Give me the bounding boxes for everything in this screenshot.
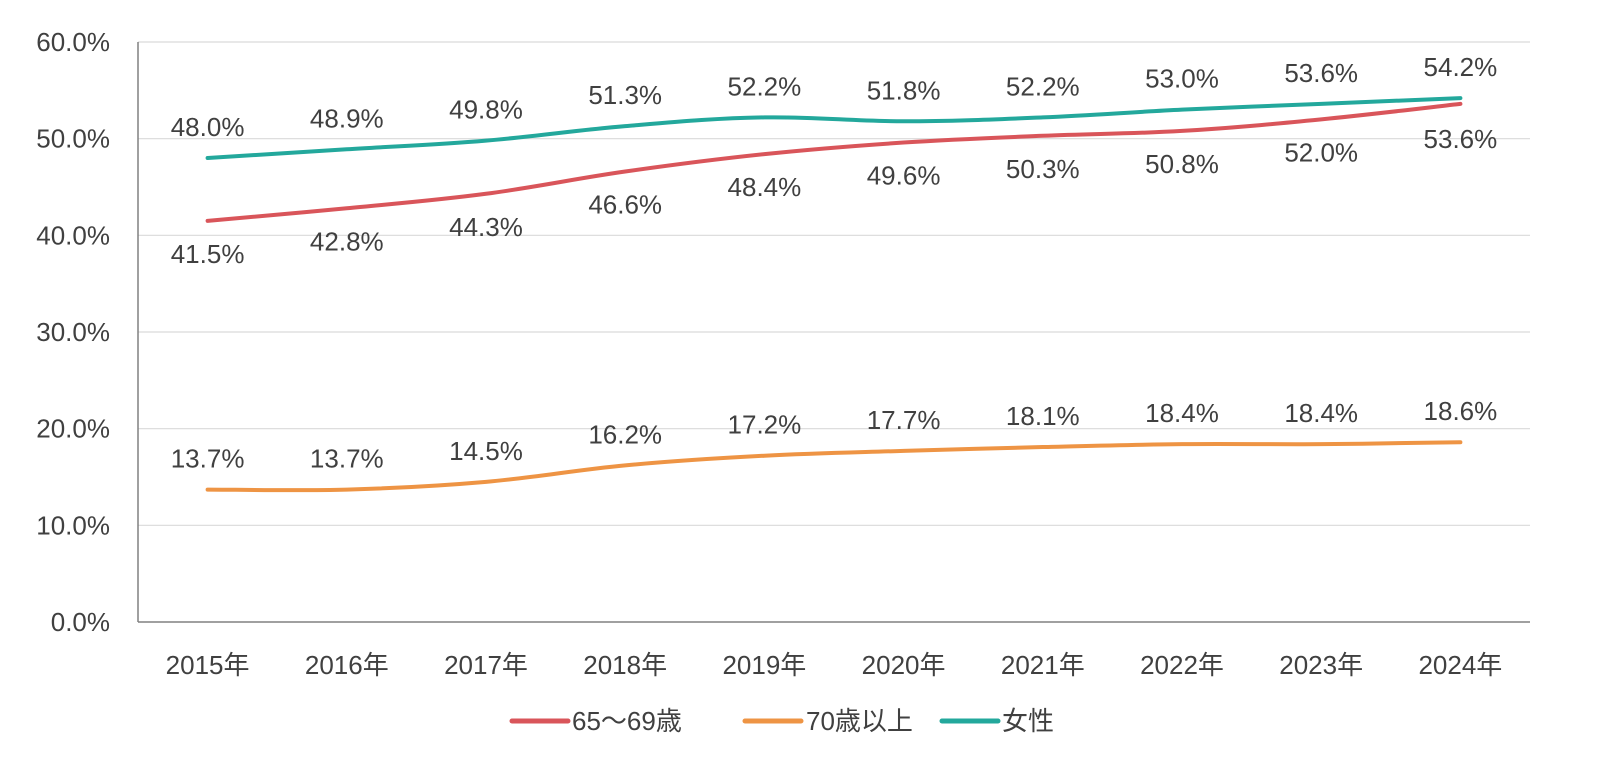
data-label-2-8: 53.6% xyxy=(1284,58,1358,88)
data-label-2-2: 49.8% xyxy=(449,95,523,125)
data-label-1-0: 13.7% xyxy=(171,444,245,474)
y-tick-label: 60.0% xyxy=(36,27,110,57)
data-label-1-9: 18.6% xyxy=(1424,396,1498,426)
data-label-1-1: 13.7% xyxy=(310,444,384,474)
x-tick-label: 2021年 xyxy=(1001,650,1085,680)
series-line-2 xyxy=(205,96,1463,160)
data-label-0-8: 52.0% xyxy=(1284,137,1358,167)
series-lines xyxy=(205,96,1463,493)
data-label-1-8: 18.4% xyxy=(1284,398,1358,428)
data-label-1-2: 14.5% xyxy=(449,436,523,466)
data-label-1-7: 18.4% xyxy=(1145,398,1219,428)
x-tick-label: 2020年 xyxy=(862,650,946,680)
data-label-0-6: 50.3% xyxy=(1006,154,1080,184)
data-label-2-1: 48.9% xyxy=(310,103,384,133)
data-label-1-5: 17.7% xyxy=(867,405,941,435)
data-label-1-6: 18.1% xyxy=(1006,401,1080,431)
data-label-0-7: 50.8% xyxy=(1145,149,1219,179)
data-label-1-3: 16.2% xyxy=(588,419,662,449)
series-line-0 xyxy=(205,101,1463,223)
data-label-0-9: 53.6% xyxy=(1424,124,1498,154)
y-tick-label: 50.0% xyxy=(36,124,110,154)
data-label-1-4: 17.2% xyxy=(728,410,802,440)
x-tick-label: 2015年 xyxy=(166,650,250,680)
x-tick-label: 2019年 xyxy=(722,650,806,680)
data-label-0-1: 42.8% xyxy=(310,226,384,256)
data-label-2-6: 52.2% xyxy=(1006,71,1080,101)
data-label-0-3: 46.6% xyxy=(588,190,662,220)
legend-label-1: 70歳以上 xyxy=(806,706,913,736)
data-label-0-5: 49.6% xyxy=(867,161,941,191)
x-tick-label: 2023年 xyxy=(1279,650,1363,680)
data-label-2-7: 53.0% xyxy=(1145,64,1219,94)
legend-label-2: 女性 xyxy=(1002,706,1054,736)
y-tick-label: 0.0% xyxy=(51,607,110,637)
data-label-0-4: 48.4% xyxy=(728,172,802,202)
series-line-1 xyxy=(205,440,1463,493)
data-label-0-2: 44.3% xyxy=(449,212,523,242)
x-tick-label: 2018年 xyxy=(583,650,667,680)
data-label-2-9: 54.2% xyxy=(1424,52,1498,82)
y-tick-label: 40.0% xyxy=(36,220,110,250)
y-tick-label: 20.0% xyxy=(36,414,110,444)
data-label-2-3: 51.3% xyxy=(588,80,662,110)
data-label-2-4: 52.2% xyxy=(728,71,802,101)
x-tick-label: 2022年 xyxy=(1140,650,1224,680)
data-label-2-5: 51.8% xyxy=(867,75,941,105)
gridlines xyxy=(138,41,1530,526)
x-tick-label: 2016年 xyxy=(305,650,389,680)
legend-label-0: 65〜69歳 xyxy=(572,706,682,736)
x-tick-label: 2017年 xyxy=(444,650,528,680)
data-label-0-0: 41.5% xyxy=(171,239,245,269)
y-tick-label: 30.0% xyxy=(36,317,110,347)
y-tick-label: 10.0% xyxy=(36,510,110,540)
axes: 0.0% 10.0% 20.0% 30.0% 40.0% 50.0% 60.0% 2015年 2… xyxy=(36,27,1530,680)
data-labels: 41.5% 42.8% 44.3% 46.6% 48.4% 49.6% 50.3% 50.8%… xyxy=(171,52,1498,474)
data-label-2-0: 48.0% xyxy=(171,112,245,142)
x-tick-label: 2024年 xyxy=(1418,650,1502,680)
legend: 65〜69歳 70歳以上 女性 xyxy=(509,706,1054,736)
